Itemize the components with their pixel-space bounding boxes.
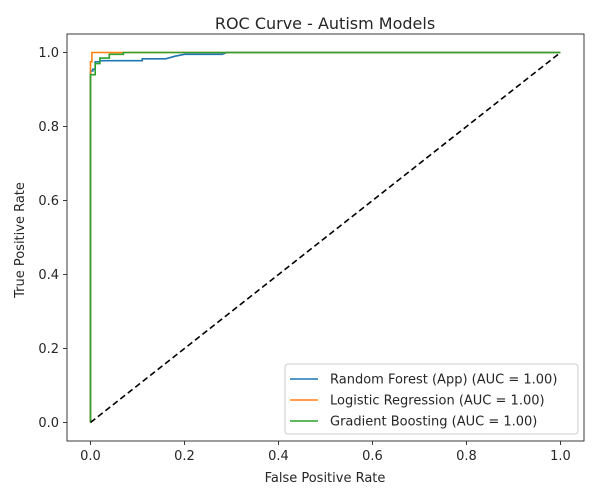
plot-frame <box>66 33 585 442</box>
x-axis: 0.0 0.2 0.4 0.6 0.8 1.0 <box>80 441 571 464</box>
y-tick-label: 0.4 <box>38 268 59 283</box>
x-tick-label: 0.0 <box>80 449 101 464</box>
series-line-0 <box>89 51 561 423</box>
y-tick-label: 0.0 <box>38 416 59 431</box>
x-tick-label: 1.0 <box>550 449 571 464</box>
y-tick-label: 0.2 <box>38 342 59 357</box>
series-line-2 <box>89 51 561 423</box>
series-layer <box>89 51 561 424</box>
y-tick-label: 0.8 <box>38 120 59 135</box>
legend-label-1: Logistic Regression (AUC = 1.00) <box>330 394 545 409</box>
x-tick-label: 0.8 <box>456 449 477 464</box>
y-tick-label: 1.0 <box>38 46 59 61</box>
legend-items: Random Forest (App) (AUC = 1.00) Logistic… <box>290 373 557 430</box>
y-axis: 0.0 0.2 0.4 0.6 0.8 1.0 <box>38 46 67 431</box>
y-tick-label: 0.6 <box>38 194 59 209</box>
legend-label-0: Random Forest (App) (AUC = 1.00) <box>330 373 557 388</box>
legend: Random Forest (App) (AUC = 1.00) Logistic… <box>284 363 579 435</box>
x-axis-label: False Positive Rate <box>265 471 386 486</box>
plot-area <box>66 33 585 442</box>
legend-frame <box>284 363 579 435</box>
legend-label-2: Gradient Boosting (AUC = 1.00) <box>330 415 537 430</box>
x-tick-label: 0.6 <box>362 449 383 464</box>
chart-title: ROC Curve - Autism Models <box>215 14 435 33</box>
x-tick-label: 0.4 <box>268 449 289 464</box>
reference-diagonal-line <box>90 51 561 424</box>
x-tick-label: 0.2 <box>174 449 195 464</box>
y-axis-label: True Positive Rate <box>13 182 28 299</box>
